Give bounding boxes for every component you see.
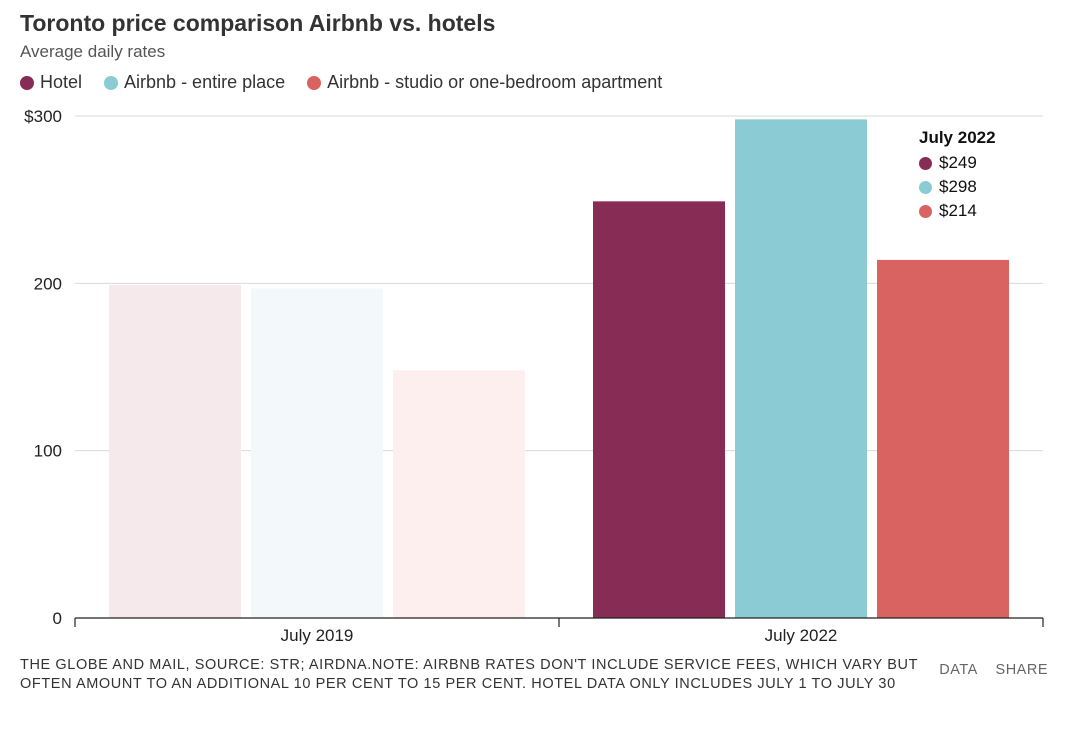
chart-title: Toronto price comparison Airbnb vs. hote… [20,10,496,36]
tooltip-row-hotel: $249 [919,151,996,175]
y-tick-label: 200 [34,274,62,293]
legend: Hotel Airbnb - entire place Airbnb - stu… [20,72,684,93]
tooltip-value-hotel: $249 [939,153,977,172]
bar[interactable] [593,201,725,618]
x-tick-label: July 2022 [765,626,838,645]
y-tick-label: $300 [24,107,62,126]
legend-label-airbnb-entire: Airbnb - entire place [124,72,286,92]
tooltip-value-airbnb-studio: $214 [939,201,977,220]
tooltip-row-airbnb-studio: $214 [919,199,996,223]
legend-item-hotel[interactable]: Hotel [20,72,82,93]
chart-subtitle: Average daily rates [20,42,166,61]
hover-tooltip: July 2022 $249 $298 $214 [919,128,996,223]
tooltip-row-airbnb-entire: $298 [919,175,996,199]
tooltip-swatch-airbnb-entire [919,180,932,194]
bar[interactable] [109,285,241,618]
legend-swatch-airbnb-studio [307,75,322,90]
legend-item-airbnb-entire[interactable]: Airbnb - entire place [104,72,285,93]
tooltip-value-airbnb-entire: $298 [939,177,977,196]
tooltip-title: July 2022 [919,128,996,147]
legend-item-airbnb-studio[interactable]: Airbnb - studio or one-bedroom apartment [307,72,662,93]
legend-label-hotel: Hotel [40,72,83,92]
legend-swatch-airbnb-entire [104,75,119,90]
y-tick-label: 0 [53,609,62,628]
bar[interactable] [393,370,525,618]
tooltip-swatch-hotel [919,156,932,170]
footer-links: DATA SHARE [925,662,1048,678]
legend-swatch-hotel [20,75,34,90]
share-link[interactable]: SHARE [995,662,1048,678]
data-link[interactable]: DATA [939,662,977,678]
bar-chart: 0 100 200 $300 July 2019 July 2022 [24,107,1044,645]
bar[interactable] [735,119,867,618]
x-tick-label: July 2019 [281,626,354,645]
y-tick-label: 100 [34,442,62,461]
legend-label-airbnb-studio: Airbnb - studio or one-bedroom apartment [327,72,663,92]
bar[interactable] [251,288,383,618]
bar[interactable] [877,259,1009,618]
tooltip-swatch-airbnb-studio [919,204,932,218]
source-note: THE GLOBE AND MAIL, SOURCE: STR; AIRDNA.… [20,657,918,692]
